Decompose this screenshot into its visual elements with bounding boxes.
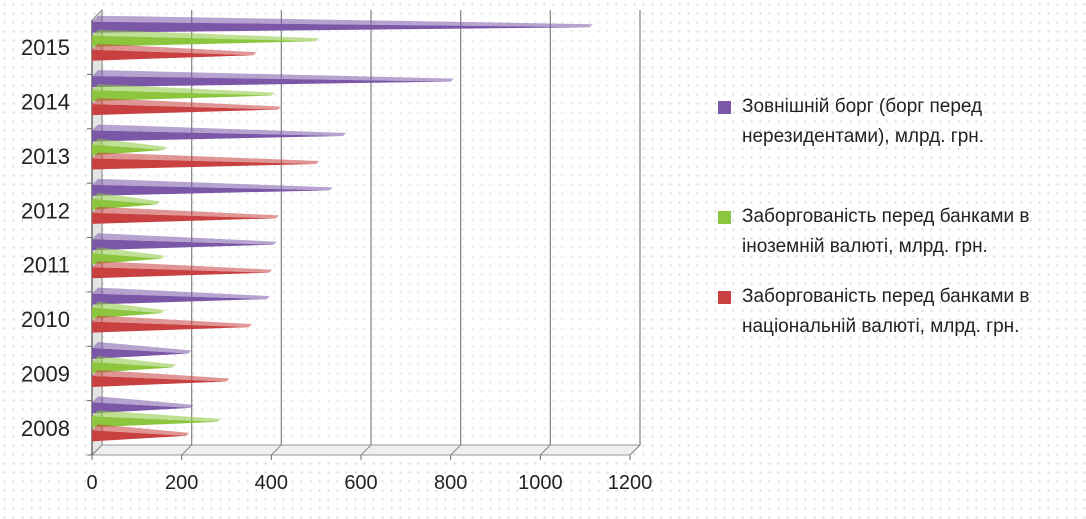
floor-gridline xyxy=(181,444,193,456)
bar-bevel xyxy=(92,247,165,259)
x-tick-label: 200 xyxy=(165,472,198,494)
bar-bevel xyxy=(92,355,176,368)
y-tick-label: 2009 xyxy=(21,361,70,386)
x-tick-label: 0 xyxy=(86,472,97,494)
y-tick-label: 2012 xyxy=(21,198,70,223)
bar-bevel xyxy=(92,301,165,314)
bar-bevel xyxy=(92,70,454,82)
bar xyxy=(92,267,270,279)
y-tick-label: 2014 xyxy=(21,90,70,115)
bar xyxy=(92,104,279,116)
legend-swatch-foreign-currency xyxy=(718,211,731,224)
bar xyxy=(92,361,173,373)
bar xyxy=(92,416,218,428)
x-tick-label: 800 xyxy=(434,472,467,494)
x-tick-label: 600 xyxy=(344,472,377,494)
bar xyxy=(92,321,249,333)
bar xyxy=(92,76,451,88)
legend-swatch-national-currency xyxy=(718,291,731,304)
bar xyxy=(92,253,162,265)
legend-label-national-currency: Заборгованість перед банками в національ… xyxy=(742,286,1030,337)
floor-gridline xyxy=(270,444,282,456)
bar-bevel xyxy=(92,192,161,205)
bar-bevel xyxy=(92,98,282,110)
bar xyxy=(92,375,227,387)
bar-bevel xyxy=(92,261,273,273)
legend-label-foreign-currency: Заборгованість перед банками в іноземній… xyxy=(742,206,1030,257)
bar xyxy=(92,402,191,414)
bar xyxy=(92,347,189,359)
bar-bevel xyxy=(92,124,347,136)
bar-bevel xyxy=(92,43,257,56)
bar-bevel xyxy=(92,152,320,164)
legend-swatch-external-debt xyxy=(718,101,731,114)
x-tick-label: 1000 xyxy=(518,472,563,494)
bar xyxy=(92,90,272,102)
y-tick-label: 2010 xyxy=(21,307,70,332)
bar-bevel xyxy=(92,178,333,191)
x-tick-label: 1200 xyxy=(608,472,653,494)
bar xyxy=(92,35,317,47)
bar-bevel xyxy=(92,315,252,328)
legend-label-external-debt: Зовнішній борг (борг перед нерезидентами… xyxy=(742,96,985,147)
x-tick-label: 400 xyxy=(255,472,288,494)
legend-item-foreign-currency: Заборгованість перед банками в іноземній… xyxy=(716,202,1076,262)
bar xyxy=(92,21,590,33)
bar xyxy=(92,293,267,305)
y-tick-label: 2008 xyxy=(21,416,70,441)
floor-gridline xyxy=(539,444,551,456)
floor-gridline xyxy=(629,444,641,456)
bar-bevel xyxy=(92,287,270,300)
floor-gridline xyxy=(450,444,462,456)
bar xyxy=(92,158,317,170)
legend: Зовнішній борг (борг перед нерезидентами… xyxy=(716,92,1076,342)
bar xyxy=(92,130,344,142)
bar-bevel xyxy=(92,15,593,28)
y-tick-label: 2015 xyxy=(21,35,70,60)
bar-bevel xyxy=(92,424,190,436)
bar-bevel xyxy=(92,206,279,219)
bar-bevel xyxy=(92,233,277,245)
bar xyxy=(92,144,164,156)
bar xyxy=(92,430,187,442)
bar-bevel xyxy=(92,84,275,96)
bar-bevel xyxy=(92,369,230,382)
bar xyxy=(92,198,158,210)
legend-item-external-debt: Зовнішній борг (борг перед нерезидентами… xyxy=(716,92,1076,152)
bar-bevel xyxy=(92,29,320,42)
bar xyxy=(92,239,274,251)
legend-item-national-currency: Заборгованість перед банками в національ… xyxy=(716,282,1076,342)
floor-gridline xyxy=(360,444,372,456)
bar-bevel xyxy=(92,410,221,422)
bar xyxy=(92,307,162,319)
y-tick-label: 2011 xyxy=(23,253,70,278)
y-tick-label: 2013 xyxy=(21,144,70,169)
bar-bevel xyxy=(92,341,192,354)
bar-bevel xyxy=(92,396,194,408)
bar xyxy=(92,49,254,61)
bar xyxy=(92,212,276,224)
bar xyxy=(92,184,330,196)
bar-bevel xyxy=(92,138,167,150)
